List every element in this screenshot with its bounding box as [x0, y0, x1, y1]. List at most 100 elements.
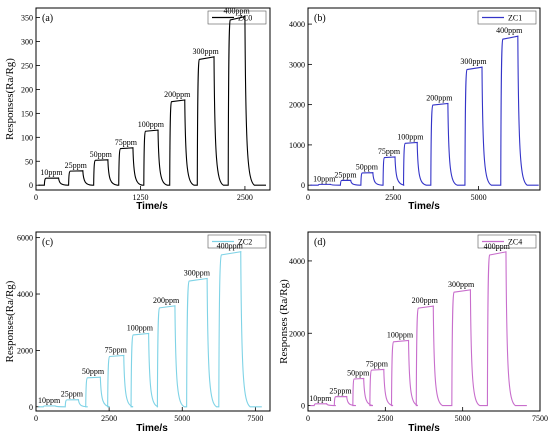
x-tick-label: 0 — [306, 414, 310, 423]
x-tick-label: 2500 — [237, 193, 253, 202]
concentration-label: 50ppm — [90, 150, 113, 159]
concentration-label: 50ppm — [347, 368, 370, 377]
y-tick-label: 2000 — [289, 101, 305, 110]
peak-point — [394, 156, 396, 158]
peak-point — [206, 277, 208, 280]
x-tick-label: 7500 — [247, 414, 263, 423]
peak-point — [350, 179, 352, 181]
concentration-label: 25ppm — [61, 390, 84, 399]
peak-point — [213, 56, 215, 58]
concentration-label: 300ppm — [193, 47, 220, 56]
peak-point — [481, 66, 483, 68]
y-tick-label: 0 — [29, 181, 33, 190]
peak-point — [123, 354, 125, 357]
peak-point — [157, 129, 159, 131]
panel-d: 0 2500 5000 7500 0 2000 4000 Time/s Responses (R… — [278, 231, 548, 434]
y-tick-label: 150 — [21, 109, 33, 118]
peak-point — [363, 377, 365, 380]
concentration-label: 200ppm — [412, 296, 439, 305]
concentration-label: 300ppm — [184, 269, 211, 278]
panel-label: (d) — [314, 237, 326, 248]
concentration-label: 75ppm — [366, 359, 389, 368]
panel-label: (a) — [42, 13, 53, 24]
legend-label: ZC2 — [238, 238, 252, 247]
peak-point — [517, 35, 519, 37]
plot-frame — [307, 7, 541, 191]
concentration-label: 300ppm — [448, 280, 475, 289]
concentration-label: 200ppm — [164, 90, 191, 99]
concentration-label: 50ppm — [82, 367, 105, 376]
concentration-label: 400ppm — [484, 242, 511, 251]
legend-label: ZC4 — [508, 238, 522, 247]
y-tick-label: 4000 — [289, 257, 305, 266]
concentration-label: 75ppm — [105, 345, 128, 354]
panel-label: (b) — [314, 13, 326, 24]
x-axis-label: Time/s — [408, 423, 440, 434]
peak-point — [99, 376, 101, 378]
y-tick-label: 1000 — [289, 141, 305, 150]
peak-point — [383, 368, 385, 371]
y-tick-label: 250 — [21, 61, 33, 70]
peak-point — [57, 177, 60, 179]
concentration-label: 200ppm — [426, 93, 453, 102]
y-tick-label: 3000 — [289, 60, 305, 69]
legend-box — [207, 234, 267, 249]
y-tick-label: 4000 — [289, 20, 305, 29]
x-tick-label: 0 — [34, 414, 38, 423]
concentration-label: 100ppm — [387, 330, 414, 339]
concentration-label: 75ppm — [378, 147, 401, 156]
concentration-label: 100ppm — [138, 120, 165, 129]
x-tick-label: 2500 — [101, 414, 117, 423]
concentration-label: 400ppm — [496, 26, 523, 35]
concentration-label: 300ppm — [460, 57, 487, 66]
legend-label: ZC1 — [508, 14, 522, 23]
concentration-label: 25ppm — [334, 170, 357, 179]
plot-frame — [307, 231, 541, 412]
panel-b: 0 2500 5000 0 1000 2000 3000 4000 Time/s (b) ZC1 10… — [289, 7, 541, 212]
response-curve-zc4 — [310, 251, 527, 407]
peak-point — [407, 339, 410, 342]
y-tick-label: 2000 — [289, 329, 305, 338]
legend-box — [477, 234, 537, 249]
peak-point — [372, 172, 374, 174]
concentration-label: 200ppm — [153, 296, 180, 305]
peak-point — [77, 399, 80, 401]
concentration-label: 50ppm — [356, 163, 379, 172]
plot-frame — [35, 231, 271, 412]
legend-box — [207, 10, 267, 25]
y-tick-label: 300 — [21, 38, 33, 47]
x-tick-label: 2500 — [385, 193, 401, 202]
y-axis-label: Responses(Ra/Rg) — [4, 280, 16, 362]
x-axis-label: Time/s — [136, 423, 168, 434]
x-tick-label: 1250 — [132, 193, 148, 202]
concentration-label: 400ppm — [223, 7, 250, 16]
peak-point — [329, 183, 331, 185]
panel-c: 0 2500 5000 7500 0 2000 4000 6000 Time/s Response… — [4, 231, 271, 434]
peak-point — [416, 141, 418, 144]
x-axis-label: Time/s — [136, 201, 168, 212]
panel-label: (c) — [42, 237, 53, 248]
peak-point — [346, 395, 348, 398]
peak-point — [54, 405, 56, 407]
concentration-label: 10ppm — [313, 174, 336, 183]
x-tick-label: 2500 — [377, 414, 393, 423]
concentration-label: 100ppm — [127, 323, 154, 332]
peak-point — [148, 332, 150, 335]
x-tick-label: 7500 — [532, 414, 548, 423]
concentration-label: 400ppm — [217, 242, 244, 251]
concentration-label: 100ppm — [397, 132, 424, 141]
peak-point — [107, 159, 109, 161]
x-tick-label: 5000 — [471, 193, 487, 202]
plot-frame — [35, 7, 271, 191]
y-axis-label: Responses (Ra/Rg) — [278, 279, 290, 364]
y-tick-label: 2000 — [17, 346, 33, 355]
y-tick-label: 200 — [21, 85, 33, 94]
peak-point — [432, 305, 434, 307]
peak-point — [447, 102, 449, 105]
concentration-label: 10ppm — [38, 396, 61, 405]
x-axis-label: Time/s — [408, 201, 440, 212]
peak-point — [132, 147, 134, 149]
y-tick-label: 100 — [21, 133, 33, 142]
y-tick-label: 0 — [29, 403, 33, 412]
